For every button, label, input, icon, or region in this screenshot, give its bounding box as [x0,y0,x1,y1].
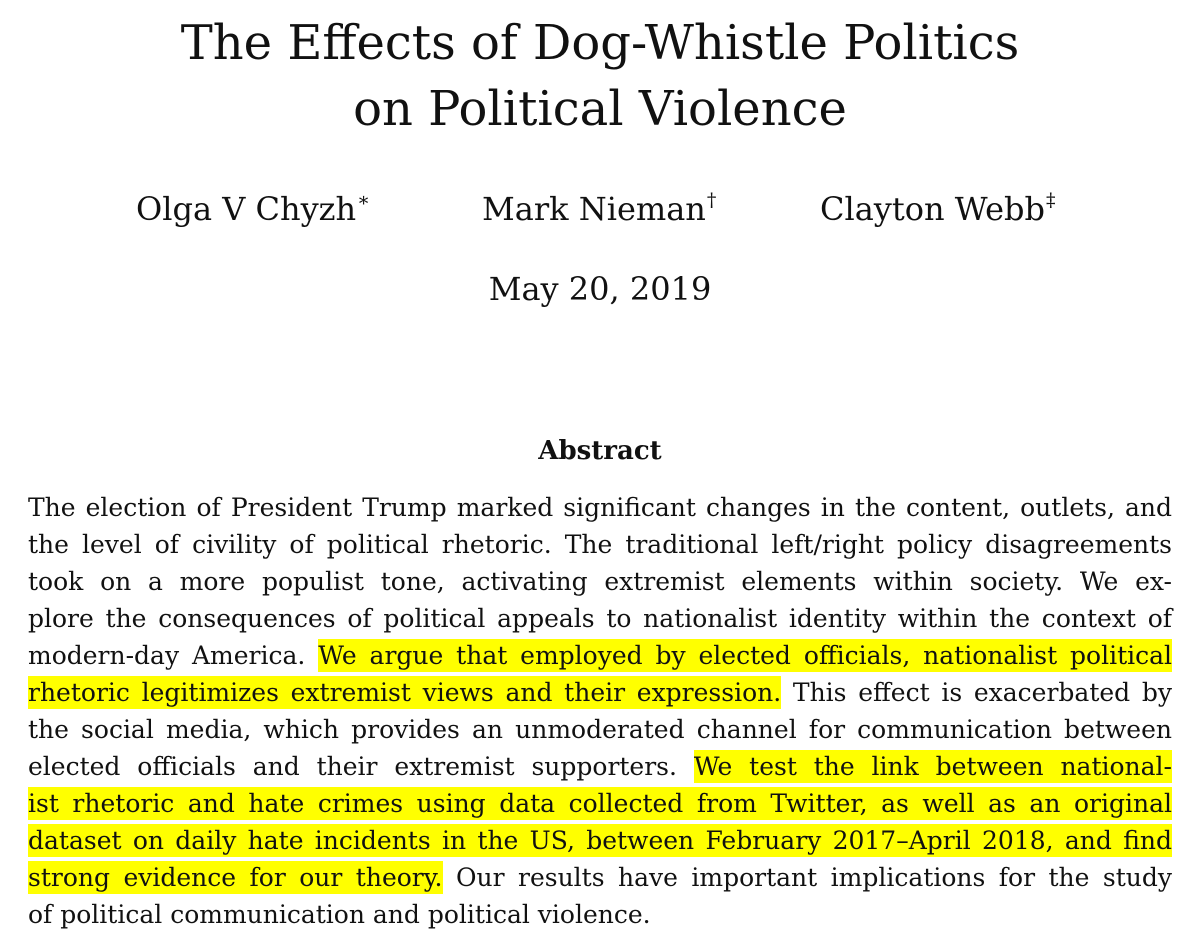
abstract-line: plore the consequences of political appe… [28,604,1172,633]
paper-title: The Effects of Dog-Whistle Politics on P… [0,10,1200,142]
abstract-line: elected officials and their extremist su… [28,748,1173,785]
highlighted-text: ist rhetoric and hate crimes using data … [28,787,1172,820]
paper-title-line-1: The Effects of Dog-Whistle Politics [180,15,1020,71]
author-name: Clayton Webb [820,190,1045,228]
abstract-text: elected officials and their extremist su… [28,752,677,781]
author-name: Olga V Chyzh [136,190,357,228]
abstract-heading: Abstract [538,436,662,466]
abstract-line: the level of civility of political rheto… [28,530,1172,559]
highlighted-text: dataset on daily hate incidents in the U… [28,824,1172,857]
footnote-mark: † [706,189,717,211]
abstract-text: Our results have important implications … [455,863,1172,892]
abstract-line: dataset on daily hate incidents in the U… [28,822,1172,859]
author-chyzh: Olga V Chyzh∗ [136,190,370,228]
footnote-mark: ∗ [357,189,371,211]
abstract-body: The election of President Trump marked s… [28,489,1173,933]
author-name: Mark Nieman [482,190,706,228]
highlighted-text: rhetoric legitimizes extremist views and… [28,676,782,709]
author-nieman: Mark Nieman† [482,190,716,228]
abstract-text: modern-day America. [28,641,306,670]
abstract-line: modern-day America. We argue that employ… [28,637,1173,674]
author-webb: Clayton Webb‡ [820,190,1055,228]
footnote-mark: ‡ [1045,189,1056,211]
abstract-line: The election of President Trump marked s… [28,493,1172,522]
abstract-line: of political communication and political… [28,900,651,929]
publication-date: May 20, 2019 [488,270,712,308]
paper-title-line-2: on Political Violence [353,81,847,137]
highlighted-text: We test the link between national- [693,750,1173,783]
abstract-text: This effect is exacerbated by [792,678,1172,707]
highlighted-text: strong evidence for our theory. [28,861,443,894]
abstract-line: took on a more populist tone, activating… [28,567,1172,596]
abstract-line: ist rhetoric and hate crimes using data … [28,785,1172,822]
abstract-line: the social media, which provides an unmo… [28,715,1172,744]
highlighted-text: We argue that employed by elected offici… [318,639,1173,672]
abstract-line: strong evidence for our theory. Our resu… [28,859,1172,896]
abstract-line: rhetoric legitimizes extremist views and… [28,674,1172,711]
author-list: Olga V Chyzh∗ Mark Nieman† Clayton Webb‡ [0,190,1200,240]
